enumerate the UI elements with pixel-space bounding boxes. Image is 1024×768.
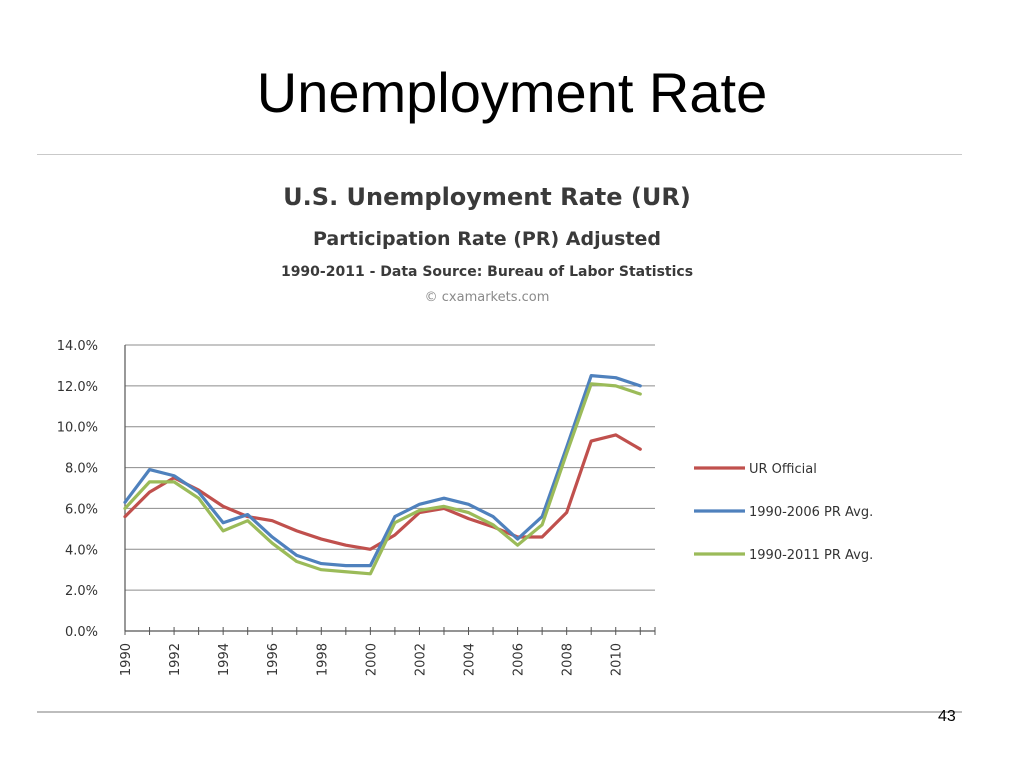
slide-title: Unemployment Rate	[256, 61, 768, 124]
x-tick-label: 1990	[119, 643, 134, 676]
chart-subtitle-source: 1990-2011 - Data Source: Bureau of Labor…	[281, 264, 693, 280]
y-tick-label: 14.0%	[57, 339, 98, 354]
x-tick-label: 1996	[266, 643, 281, 676]
y-tick-label: 12.0%	[57, 380, 98, 395]
series-line	[123, 382, 642, 576]
legend-label: 1990-2011 PR Avg.	[749, 548, 873, 563]
legend: UR Official 1990-2006 PR Avg. 1990-2011 PR…	[694, 462, 873, 563]
legend-label: 1990-2006 PR Avg.	[749, 505, 873, 520]
x-tick-label: 2010	[610, 643, 625, 676]
x-tick-label: 2002	[413, 643, 428, 676]
legend-item: 1990-2011 PR Avg.	[694, 548, 873, 563]
y-tick-label: 2.0%	[65, 584, 98, 599]
x-tick-label: 2006	[512, 643, 527, 676]
chart-credit: © cxamarkets.com	[425, 290, 550, 305]
x-tick-label: 2008	[561, 643, 576, 676]
y-tick-label: 6.0%	[65, 502, 98, 517]
chart-title: U.S. Unemployment Rate (UR)	[283, 183, 691, 211]
x-tick-label: 1994	[217, 643, 232, 676]
y-tick-label: 8.0%	[65, 462, 98, 477]
series-layer	[123, 374, 642, 576]
unemployment-line-chart: U.S. Unemployment Rate (UR) Participatio…	[57, 183, 874, 676]
series-line	[123, 433, 642, 551]
page-number: 43	[938, 708, 956, 725]
y-tick-label: 10.0%	[57, 421, 98, 436]
legend-label: UR Official	[749, 462, 817, 477]
chart-frame: U.S. Unemployment Rate (UR) Participatio…	[37, 155, 962, 711]
x-tick-label: 2004	[463, 643, 478, 676]
chart-subtitle: Participation Rate (PR) Adjusted	[313, 228, 661, 250]
y-tick-label: 0.0%	[65, 625, 98, 640]
series-line	[123, 374, 642, 568]
x-tick-label: 2000	[364, 643, 379, 676]
x-tick-label: 1998	[315, 643, 330, 676]
axis-layer: 0.0% 2.0% 4.0% 6.0% 8.0% 10.0% 12.0% 14.0% 1990 1…	[57, 339, 656, 676]
legend-item: 1990-2006 PR Avg.	[694, 505, 873, 520]
x-tick-label: 1992	[168, 643, 183, 676]
legend-item: UR Official	[694, 462, 817, 477]
y-tick-label: 4.0%	[65, 543, 98, 558]
